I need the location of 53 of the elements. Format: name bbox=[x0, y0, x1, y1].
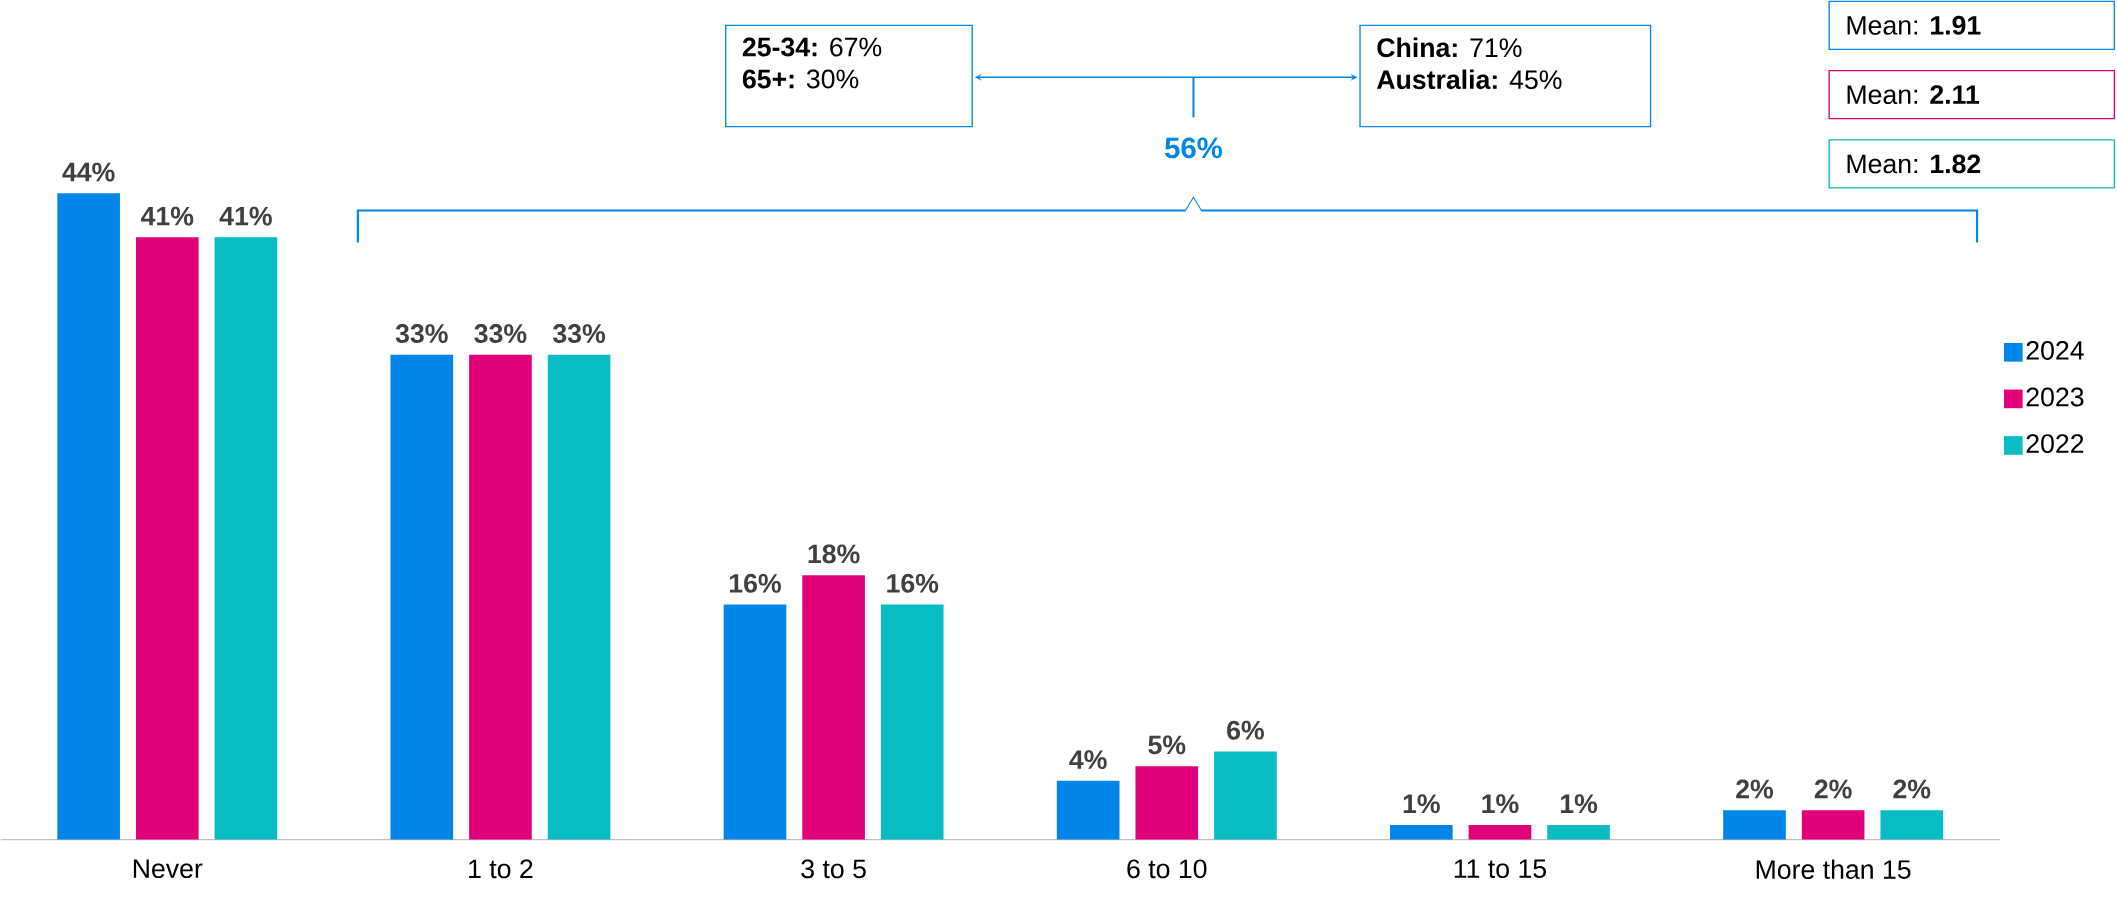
data-label: 4% bbox=[1069, 750, 1107, 770]
x-tick-label: 6 to 10 bbox=[1127, 859, 1207, 879]
data-label: 41% bbox=[140, 206, 194, 226]
x-tick-label: 3 to 5 bbox=[801, 859, 866, 879]
data-label: 33% bbox=[395, 324, 448, 344]
bar bbox=[390, 355, 454, 840]
bar bbox=[1547, 825, 1610, 840]
data-label: 6% bbox=[1227, 720, 1264, 740]
legend-label: 2023 bbox=[2026, 387, 2084, 407]
bar bbox=[1880, 810, 1944, 840]
data-label: 5% bbox=[1148, 735, 1186, 755]
data-label: 41% bbox=[219, 206, 272, 226]
data-label: 33% bbox=[474, 324, 527, 344]
text: 56% bbox=[1165, 137, 1223, 159]
x-tick-label: Never bbox=[133, 859, 203, 879]
text: Australia: 45% bbox=[1376, 69, 1562, 90]
data-label: 1% bbox=[1482, 794, 1519, 814]
data-label: 1% bbox=[1403, 794, 1440, 814]
bar bbox=[1135, 766, 1199, 840]
bar bbox=[1056, 781, 1120, 840]
text: China: 71% bbox=[1377, 37, 1522, 58]
bar bbox=[469, 355, 532, 840]
data-label: 2% bbox=[1893, 779, 1931, 799]
text: Mean: 1.91 bbox=[1847, 16, 1981, 35]
bar bbox=[802, 575, 865, 840]
bar bbox=[1468, 825, 1532, 840]
bar bbox=[1214, 751, 1277, 840]
bar bbox=[547, 355, 611, 840]
legend-label: 2024 bbox=[2026, 341, 2084, 361]
x-tick-label: 11 to 15 bbox=[1454, 859, 1546, 879]
legend-label: 2022 bbox=[2026, 434, 2084, 454]
bar bbox=[1723, 810, 1786, 840]
data-label: 2% bbox=[1814, 779, 1852, 799]
text: Mean: 1.82 bbox=[1847, 154, 1981, 174]
bar bbox=[135, 237, 199, 840]
bar bbox=[723, 604, 787, 840]
text: 65+: 30% bbox=[742, 69, 859, 89]
x-tick-label: 1 to 2 bbox=[469, 859, 533, 879]
data-label: 18% bbox=[808, 544, 860, 564]
bar bbox=[57, 193, 120, 840]
text: 25-34: 67% bbox=[742, 37, 882, 57]
bar bbox=[214, 237, 278, 840]
bar bbox=[880, 604, 944, 840]
bar bbox=[1390, 825, 1453, 840]
data-label: 44% bbox=[62, 162, 115, 182]
data-label: 1% bbox=[1561, 794, 1598, 814]
data-label: 16% bbox=[887, 574, 939, 593]
data-label: 2% bbox=[1736, 779, 1774, 799]
data-label: 33% bbox=[552, 324, 606, 344]
x-tick-label: More than 15 bbox=[1756, 859, 1911, 880]
data-label: 16% bbox=[729, 574, 781, 593]
bar bbox=[1801, 810, 1865, 840]
text: Mean: 2.11 bbox=[1847, 85, 1980, 105]
